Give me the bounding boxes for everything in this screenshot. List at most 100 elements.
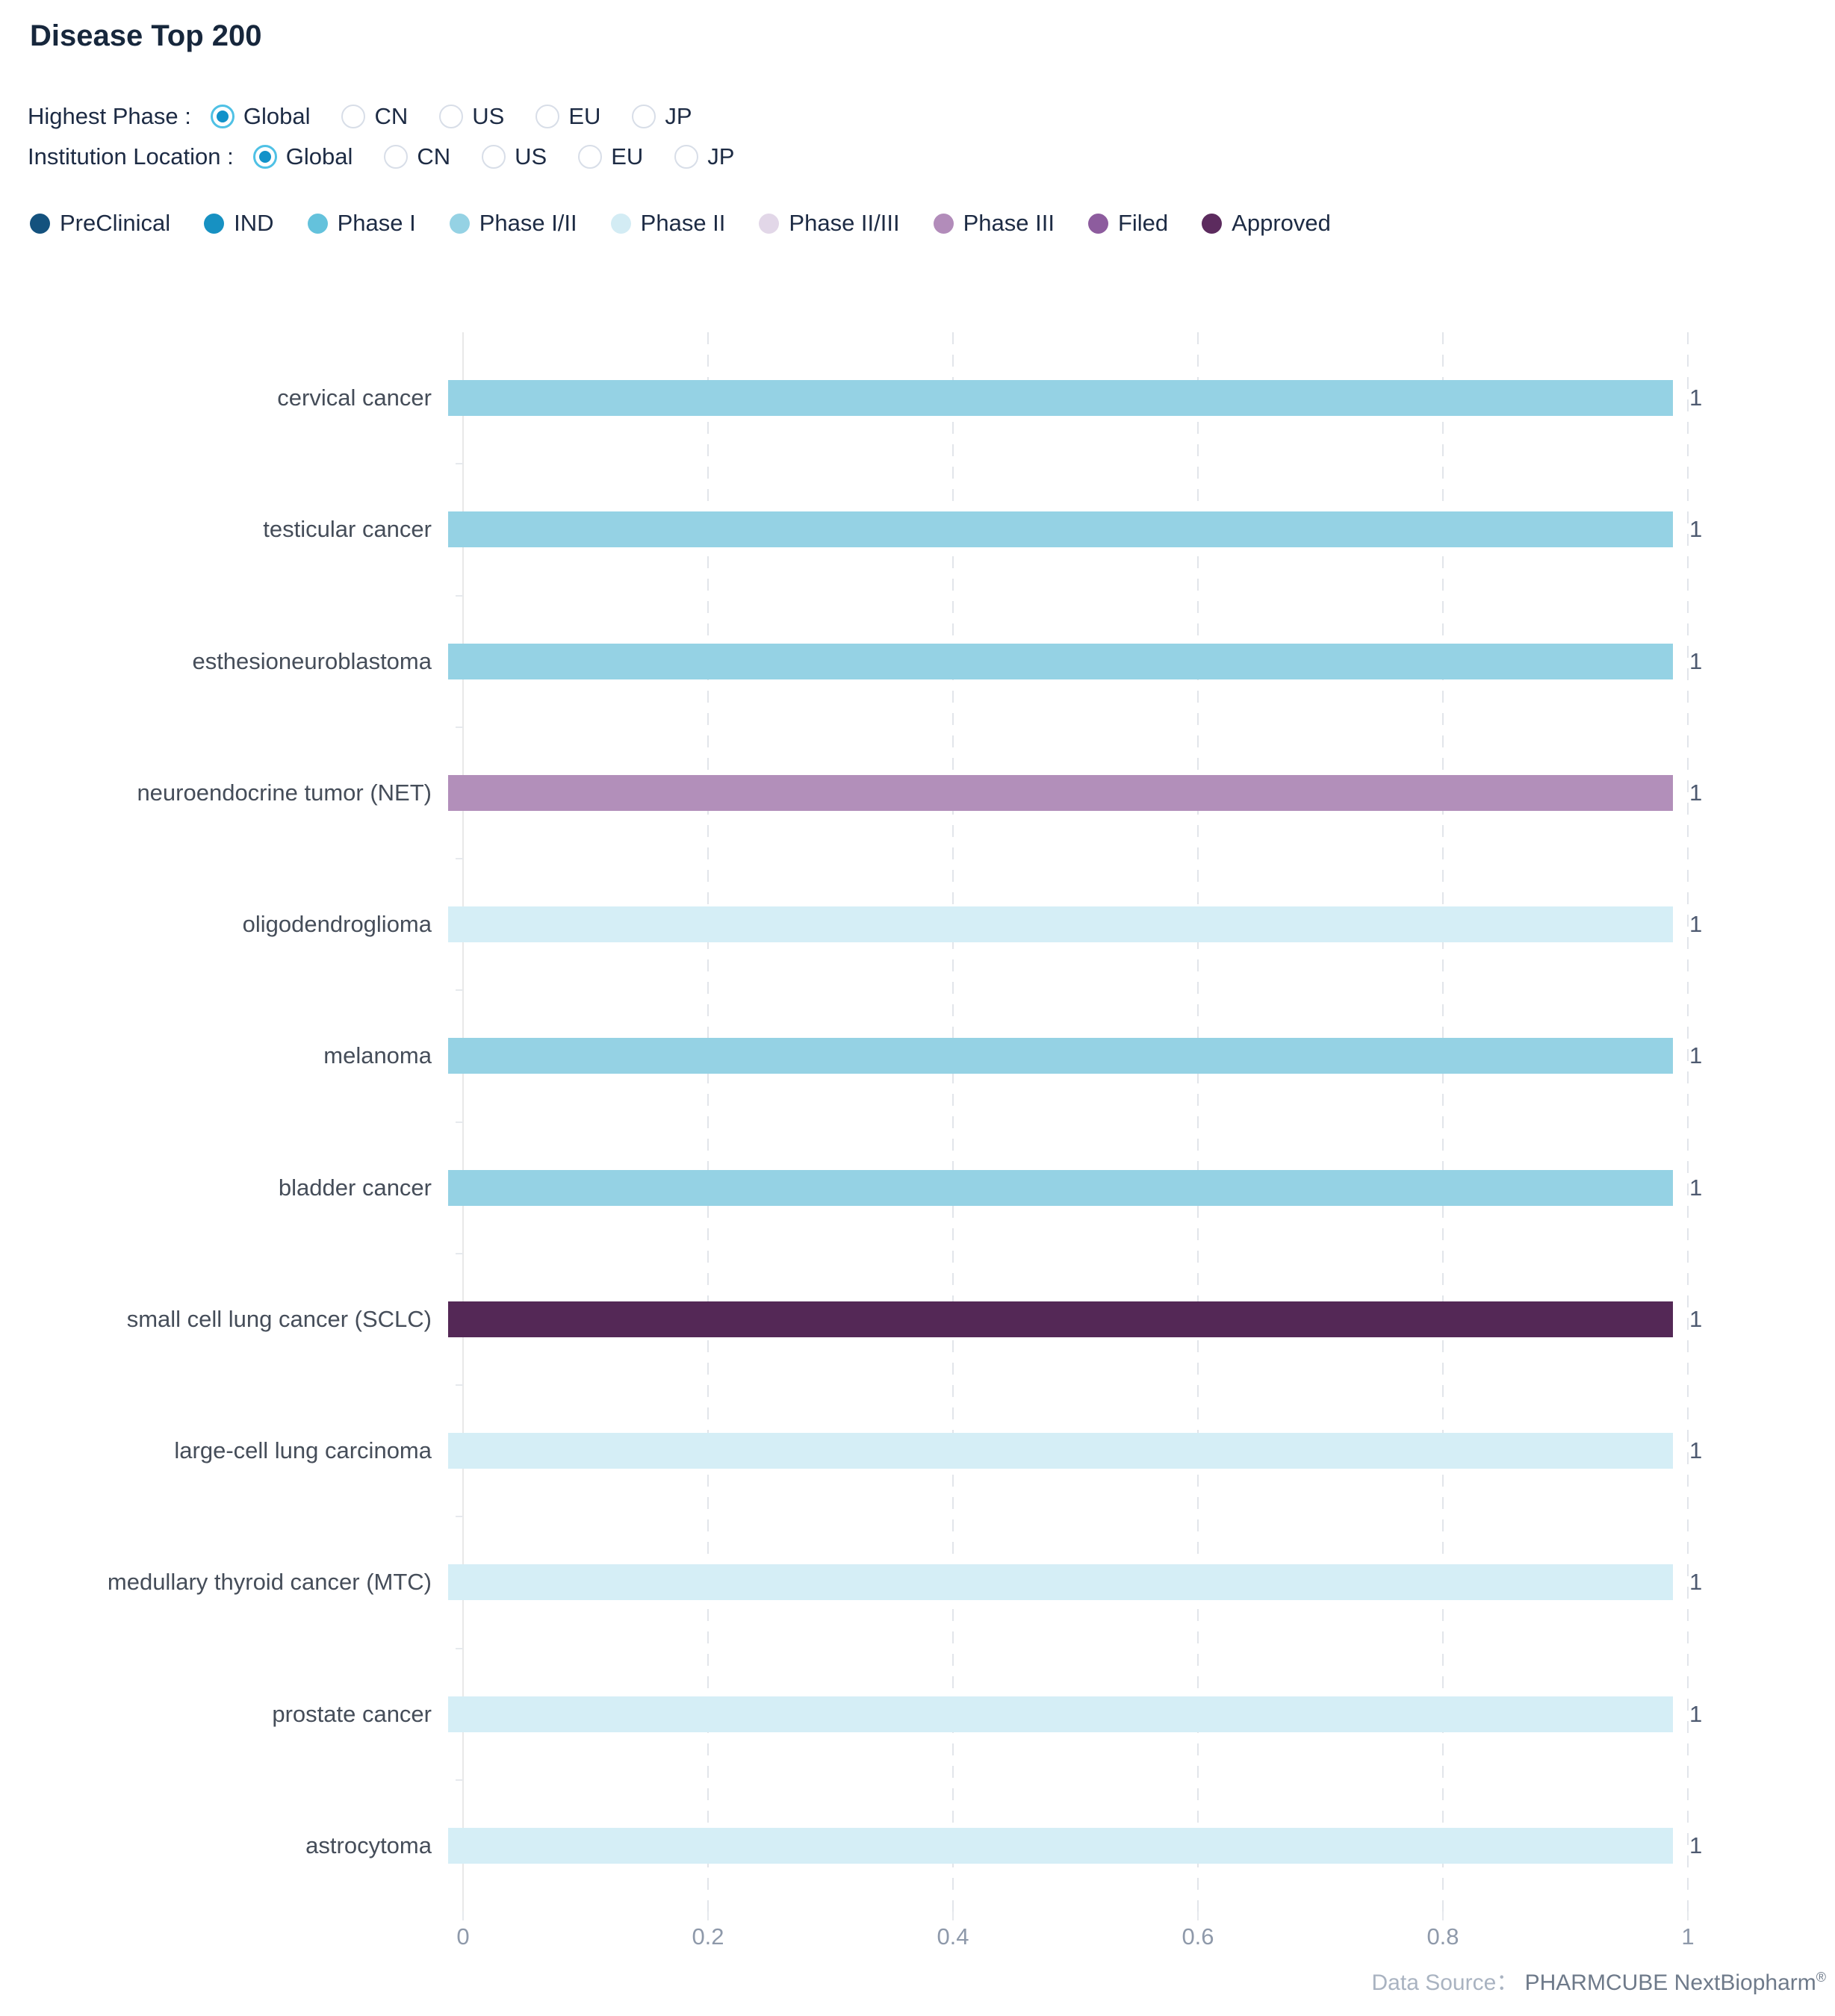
legend-item-filed[interactable]: Filed xyxy=(1087,210,1169,237)
legend-label: IND xyxy=(234,210,274,236)
filter-label-institution-location: Institution Location : xyxy=(28,143,234,169)
legend-item-phase-ii-iii[interactable]: Phase II/III xyxy=(759,210,900,237)
legend-item-preclinical[interactable]: PreClinical xyxy=(30,210,170,237)
bar-area: 1 xyxy=(448,906,1702,943)
bar[interactable] xyxy=(448,643,1673,679)
x-axis-tick-mark xyxy=(1687,1911,1689,1920)
radio-institution-location-cn[interactable]: CN xyxy=(384,143,450,170)
bar-area: 1 xyxy=(448,643,1702,679)
y-axis-tick-mark xyxy=(456,1516,463,1518)
bar[interactable] xyxy=(448,1696,1673,1732)
x-tick-label: 0.4 xyxy=(937,1923,969,1950)
radio-option-label: JP xyxy=(665,103,692,129)
radio-highest-phase-cn[interactable]: CN xyxy=(341,103,408,130)
legend-item-approved[interactable]: Approved xyxy=(1202,210,1331,237)
x-axis-tick-mark xyxy=(1197,1911,1199,1920)
y-axis-line xyxy=(462,332,464,1911)
bar-value-label: 1 xyxy=(1689,1569,1703,1596)
bar-area: 1 xyxy=(448,1038,1702,1074)
gridline xyxy=(1687,332,1689,1911)
radio-option-label: EU xyxy=(611,143,644,169)
bar[interactable] xyxy=(448,906,1673,943)
legend-label: Approved xyxy=(1232,210,1331,236)
bar-area: 1 xyxy=(448,1433,1702,1469)
gridline xyxy=(707,332,709,1911)
category-label: astrocytoma xyxy=(305,1832,432,1858)
radio-highest-phase-jp[interactable]: JP xyxy=(632,103,692,130)
bar-area: 1 xyxy=(448,1564,1702,1601)
bar-area: 1 xyxy=(448,1301,1702,1337)
legend-item-phase-iii[interactable]: Phase III xyxy=(933,210,1055,237)
registered-trademark-icon: ® xyxy=(1816,1970,1826,1985)
category-label: melanoma xyxy=(323,1042,432,1069)
radio-unselected-icon xyxy=(578,145,603,169)
legend-label: Phase III xyxy=(963,210,1055,236)
filter-row-institution-location: Institution Location : Global CN US EU JP xyxy=(28,143,734,170)
bar[interactable] xyxy=(448,380,1673,417)
bar-rows: cervical cancer 1 testicular cancer 1 esthes… xyxy=(0,332,1835,1911)
radio-option-label: US xyxy=(515,143,547,169)
bar[interactable] xyxy=(448,511,1673,548)
bar[interactable] xyxy=(448,774,1673,811)
bar[interactable] xyxy=(448,1564,1673,1601)
y-axis-tick-mark xyxy=(456,1384,463,1386)
gridline xyxy=(952,332,954,1911)
radio-selected-icon xyxy=(252,145,277,169)
bar[interactable] xyxy=(448,1169,1673,1206)
y-axis-tick-mark xyxy=(456,858,463,859)
bar[interactable] xyxy=(448,1038,1673,1074)
radio-highest-phase-us[interactable]: US xyxy=(439,103,504,130)
y-axis-tick-mark xyxy=(456,463,463,465)
x-axis-tick-mark xyxy=(952,1911,954,1920)
gridline xyxy=(1442,332,1444,1911)
legend-label: Filed xyxy=(1117,210,1169,236)
data-source: Data Source： PHARMCUBE NextBiopharm® xyxy=(1372,1964,1826,1997)
radio-option-label: CN xyxy=(417,143,451,169)
radio-unselected-icon xyxy=(341,105,366,128)
bar-area: 1 xyxy=(448,1827,1702,1864)
data-source-value: PHARMCUBE NextBiopharm xyxy=(1524,1970,1816,1995)
radio-option-label: JP xyxy=(707,143,735,169)
category-label: testicular cancer xyxy=(263,516,432,543)
bar-value-label: 1 xyxy=(1689,1437,1703,1464)
legend-item-ind[interactable]: IND xyxy=(204,210,274,237)
chart-row: astrocytoma 1 xyxy=(0,1780,1835,1911)
radio-option-label: Global xyxy=(243,103,311,129)
radio-institution-location-us[interactable]: US xyxy=(482,143,547,170)
x-axis-tick-mark xyxy=(1442,1911,1444,1920)
legend-label: Phase II/III xyxy=(789,210,900,236)
radio-selected-icon xyxy=(210,105,235,128)
filter-label-highest-phase: Highest Phase : xyxy=(28,103,191,129)
legend-item-phase-ii[interactable]: Phase II xyxy=(610,210,726,237)
radio-institution-location-jp[interactable]: JP xyxy=(674,143,734,170)
chart-row: esthesioneuroblastoma 1 xyxy=(0,596,1835,727)
radio-unselected-icon xyxy=(535,105,560,128)
bar[interactable] xyxy=(448,1433,1673,1469)
bar[interactable] xyxy=(448,1301,1673,1337)
x-axis-tick-mark xyxy=(462,1911,464,1920)
category-label: neuroendocrine tumor (NET) xyxy=(137,779,432,806)
legend-label: Phase II xyxy=(640,210,726,236)
bar-area: 1 xyxy=(448,380,1702,417)
legend-dot-icon xyxy=(1087,213,1108,234)
radio-option-label: US xyxy=(472,103,505,129)
y-axis-tick-mark xyxy=(456,1252,463,1254)
radio-institution-location-eu[interactable]: EU xyxy=(578,143,643,170)
radio-unselected-icon xyxy=(439,105,464,128)
radio-institution-location-global[interactable]: Global xyxy=(252,143,353,170)
radio-highest-phase-eu[interactable]: EU xyxy=(535,103,600,130)
radio-highest-phase-global[interactable]: Global xyxy=(210,103,311,130)
bar-value-label: 1 xyxy=(1689,911,1703,938)
radio-dot-icon xyxy=(258,151,271,163)
legend-dot-icon xyxy=(307,213,328,234)
x-tick-label: 0.8 xyxy=(1426,1923,1459,1950)
bar-value-label: 1 xyxy=(1689,1042,1703,1069)
legend-item-phase-i[interactable]: Phase I xyxy=(307,210,416,237)
legend-item-phase-i-ii[interactable]: Phase I/II xyxy=(449,210,577,237)
legend-label: Phase I xyxy=(337,210,416,236)
category-label: bladder cancer xyxy=(278,1174,432,1201)
category-label: oligodendroglioma xyxy=(242,911,432,938)
category-label: esthesioneuroblastoma xyxy=(192,647,432,674)
bar[interactable] xyxy=(448,1827,1673,1864)
filter-options-highest-phase: Global CN US EU JP xyxy=(210,103,692,130)
